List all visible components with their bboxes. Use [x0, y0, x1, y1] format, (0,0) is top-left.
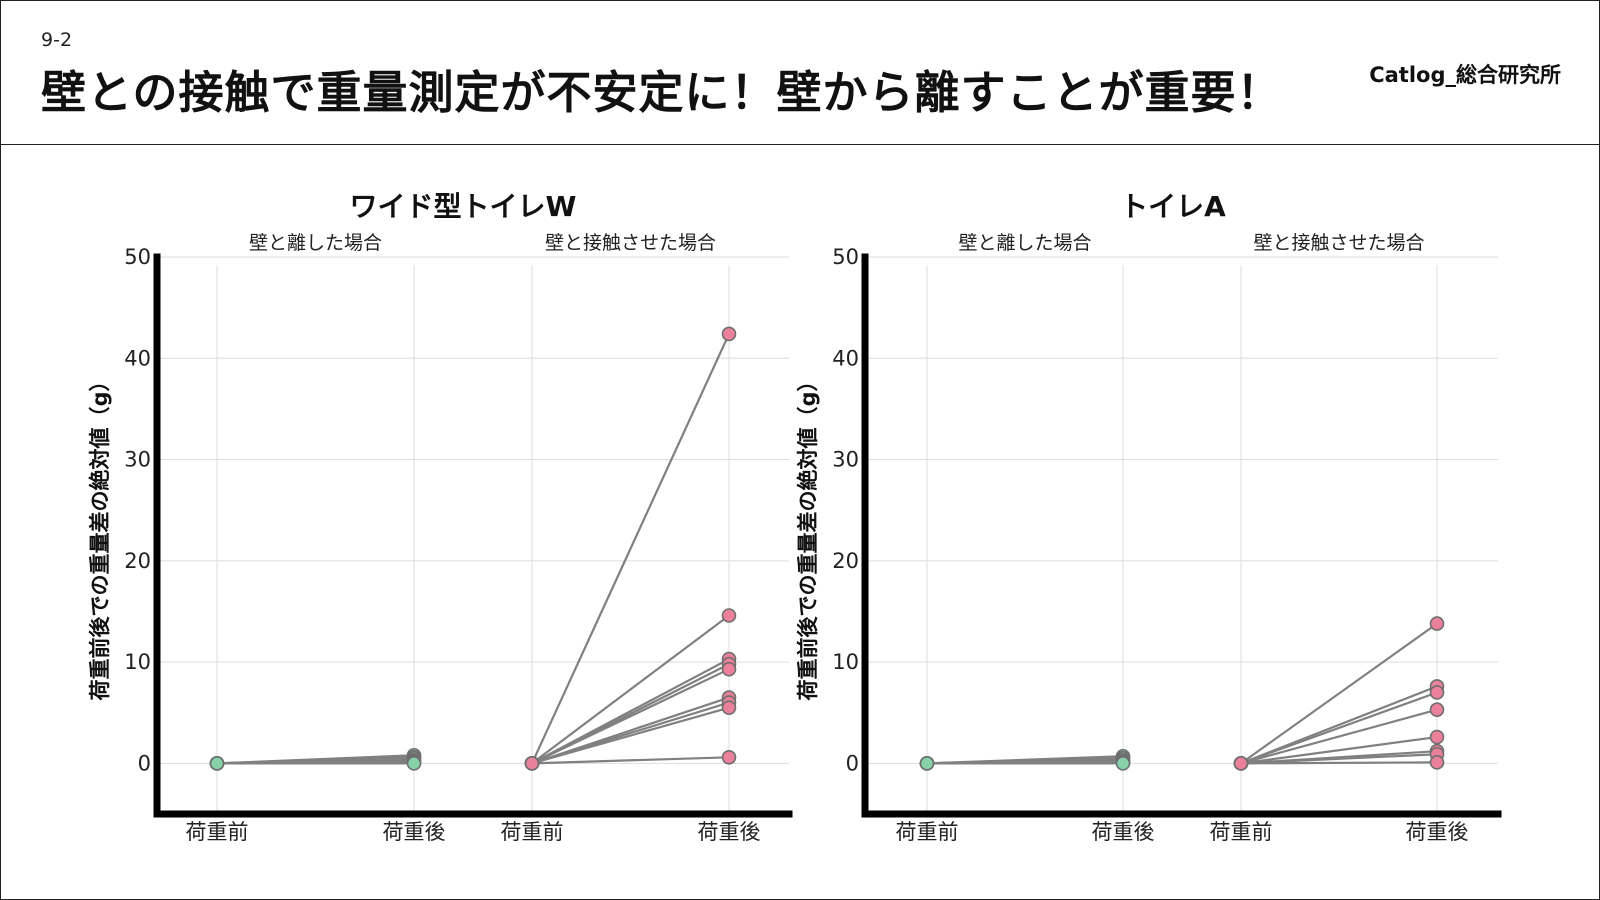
data-point-after: [721, 326, 737, 342]
slide-number: 9-2: [41, 29, 73, 51]
series-line: [531, 756, 730, 765]
data-point-before: [919, 756, 935, 771]
slide-title: 壁との接触で重量測定が不安定に！壁から離すことが重要！: [41, 66, 1283, 119]
charts-area: 0 10 20 30 40 50 ワイド型トイレW 荷重前後での重量差の絶対値（g） 壁と離した…: [88, 190, 1502, 844]
series-line: [1240, 622, 1438, 765]
x-tick-label: 荷重後: [383, 820, 446, 844]
chart-title: ワイド型トイレW: [350, 190, 577, 223]
series-line: [1240, 761, 1438, 765]
facet-label: 壁と離した場合: [958, 232, 1091, 254]
series-line: [1240, 691, 1438, 765]
data-point-after: [1429, 616, 1445, 631]
facet-label: 壁と離した場合: [249, 232, 382, 254]
data-point-after: [406, 756, 422, 771]
data-point-before: [209, 756, 225, 771]
y-tick-label: 20: [124, 549, 151, 573]
y-tick-label: 30: [124, 448, 151, 472]
series-line: [531, 706, 730, 765]
slide-header: 9-2 壁との接触で重量測定が不安定に！壁から離すことが重要！ Catlog_総…: [1, 1, 1599, 145]
brand-logo-text: Catlog_総合研究所: [1369, 63, 1561, 87]
data-point-after: [1115, 756, 1131, 771]
data-point-after: [721, 661, 737, 677]
chart-title: トイレA: [1120, 190, 1226, 223]
data-point-after: [721, 608, 737, 623]
y-axis-label: 荷重前後での重量差の絶対値（g）: [88, 370, 112, 700]
x-tick-label: 荷重後: [1406, 820, 1469, 844]
y-tick-label: 10: [124, 650, 151, 674]
series-line: [531, 668, 730, 765]
data-point-before: [1233, 756, 1249, 771]
y-tick-label: 20: [832, 549, 859, 573]
data-point-after: [1429, 685, 1445, 700]
x-tick-label: 荷重前: [501, 820, 564, 844]
x-tick-label: 荷重前: [1210, 820, 1273, 844]
series-line: [531, 333, 730, 764]
x-tick-label: 荷重後: [1092, 820, 1155, 844]
y-tick-label: 40: [832, 346, 859, 370]
data-point-after: [1429, 729, 1445, 745]
y-tick-label: 40: [124, 346, 151, 370]
series-line: [1240, 708, 1438, 765]
y-tick-label: 0: [138, 751, 151, 775]
facet-label: 壁と接触させた場合: [1253, 232, 1424, 254]
y-tick-label: 50: [832, 245, 859, 269]
y-tick-label: 0: [846, 751, 859, 775]
data-point-after: [721, 700, 737, 715]
series-line: [1240, 735, 1438, 765]
series-line: [1240, 753, 1438, 765]
x-tick-label: 荷重後: [698, 820, 761, 844]
series-line: [531, 614, 730, 765]
x-tick-label: 荷重前: [186, 820, 249, 844]
y-tick-label: 50: [124, 245, 151, 269]
data-point-after: [1429, 755, 1445, 770]
y-tick-label: 10: [832, 650, 859, 674]
facet-label: 壁と接触させた場合: [545, 232, 716, 254]
y-axis-label: 荷重前後での重量差の絶対値（g）: [796, 370, 820, 700]
y-tick-label: 30: [832, 448, 859, 472]
data-point-after: [721, 749, 737, 765]
x-tick-label: 荷重前: [896, 820, 959, 844]
data-point-after: [1429, 702, 1445, 717]
data-point-before: [524, 756, 540, 771]
